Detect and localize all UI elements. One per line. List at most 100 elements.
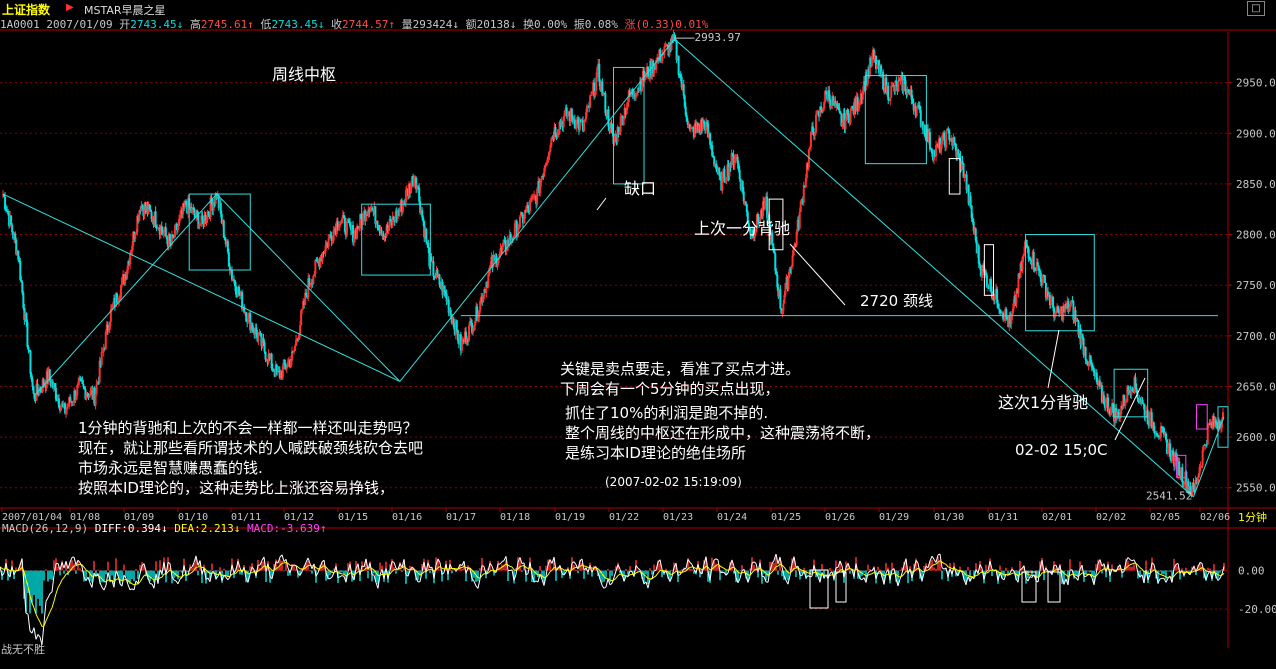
dea-line <box>415 570 419 574</box>
dea-line <box>1079 572 1083 576</box>
candle-body <box>486 281 489 288</box>
candle-body <box>325 242 328 246</box>
dea-line <box>911 571 915 573</box>
candle-body <box>145 205 148 211</box>
diff-line <box>171 576 175 581</box>
candle-body <box>734 157 737 159</box>
diff-line <box>685 559 689 569</box>
close-icon[interactable]: □ <box>1247 1 1265 16</box>
candle-body <box>22 292 25 308</box>
candle-body <box>920 121 923 127</box>
timeframe-label[interactable]: 1分钟 <box>1238 511 1267 524</box>
candle-body <box>1071 300 1074 302</box>
candle-body <box>759 216 762 225</box>
candle-body <box>843 112 846 130</box>
candle-body <box>577 120 580 130</box>
candle-body <box>310 282 313 286</box>
candle-body <box>684 106 687 116</box>
dea-line <box>111 579 115 583</box>
candle-body <box>541 176 544 179</box>
dea-line <box>901 573 905 577</box>
candle-body <box>347 219 350 224</box>
diff-line <box>359 565 363 576</box>
candle-body <box>85 394 88 400</box>
candle-body <box>355 230 358 239</box>
candle-body <box>800 198 803 202</box>
diff-line <box>67 562 71 569</box>
candle-body <box>1190 491 1193 496</box>
candle-body <box>1188 486 1191 491</box>
candle-body <box>1103 403 1106 408</box>
diff-line <box>645 581 649 589</box>
candle-body <box>140 205 143 212</box>
xtick-label: 01/11 <box>231 512 261 523</box>
candle-body <box>26 321 29 347</box>
candle-body <box>178 219 181 226</box>
candle-body <box>725 180 728 182</box>
candle-body <box>1064 304 1067 312</box>
candle-body <box>1144 414 1147 417</box>
dropdown-arrow-icon[interactable]: ▶ <box>66 2 74 13</box>
candle-body <box>913 106 916 111</box>
candle-body <box>40 390 43 393</box>
dea-line <box>865 574 869 577</box>
dea-line <box>601 573 605 577</box>
candle-body <box>513 223 516 237</box>
diff-line <box>413 568 417 578</box>
candle-body <box>1187 481 1190 491</box>
candle-body <box>389 218 392 222</box>
candle-body <box>257 335 260 341</box>
candle-body <box>364 210 367 222</box>
annotation-pointer <box>1114 377 1146 441</box>
macd-box <box>809 569 829 609</box>
diff-line <box>513 574 517 581</box>
dea-line <box>169 569 173 572</box>
diff-line <box>931 555 935 560</box>
diff-line <box>415 577 419 583</box>
diff-line <box>243 567 247 579</box>
candle-body <box>547 155 550 160</box>
dea-line <box>967 574 971 577</box>
candle-body <box>491 256 494 268</box>
dea-line <box>1215 572 1219 576</box>
candle-body <box>1079 328 1082 345</box>
diff-line <box>379 569 383 576</box>
dea-line <box>829 574 833 576</box>
title-bar: 上证指数 ▶ MSTAR早晨之星 □ <box>0 0 1276 17</box>
candle-body <box>1083 346 1086 355</box>
pivot-box <box>613 66 645 185</box>
candle-body <box>418 187 421 202</box>
diff-line <box>629 570 633 573</box>
candle-body <box>302 301 305 309</box>
dea-line <box>469 567 473 571</box>
candle-body <box>366 214 369 216</box>
diff-line <box>1127 557 1131 560</box>
dea-line <box>781 564 785 568</box>
dea-line <box>535 572 539 576</box>
diff-line <box>733 566 737 578</box>
dea-line <box>675 570 679 573</box>
candle-body <box>164 227 167 236</box>
candle-body <box>1167 447 1170 454</box>
candle-body <box>1201 450 1204 466</box>
diff-line <box>801 571 805 576</box>
candle-body <box>190 206 193 213</box>
diff-line <box>1013 570 1017 579</box>
candle-body <box>361 218 364 225</box>
candle-body <box>586 105 589 113</box>
candle-body <box>881 72 884 75</box>
diff-line <box>703 556 707 565</box>
candle-body <box>376 221 379 228</box>
diff-line <box>777 556 781 565</box>
dea-line <box>409 568 413 571</box>
candle-body <box>560 120 563 126</box>
dea-line <box>89 573 93 577</box>
candle-body <box>134 233 137 240</box>
ytick-label: 2550.00 <box>1236 482 1276 495</box>
candle-body <box>856 96 859 111</box>
diff-line <box>57 563 61 571</box>
dea-line <box>721 566 725 569</box>
annotation-mid-line: 整个周线的中枢还在形成中，这种震荡将不断， <box>565 424 880 442</box>
dea-line <box>373 569 377 573</box>
